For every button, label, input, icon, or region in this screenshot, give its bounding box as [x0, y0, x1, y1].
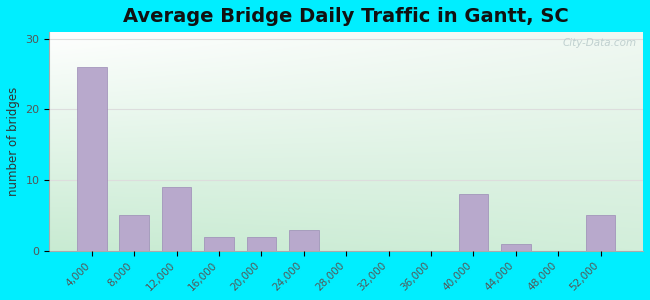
Bar [246, 237, 276, 251]
Bar [586, 215, 616, 251]
Bar [120, 215, 149, 251]
Y-axis label: number of bridges: number of bridges [7, 87, 20, 196]
Bar [204, 237, 234, 251]
Bar [289, 230, 318, 251]
Title: Average Bridge Daily Traffic in Gantt, SC: Average Bridge Daily Traffic in Gantt, S… [124, 7, 569, 26]
Text: City-Data.com: City-Data.com [563, 38, 637, 48]
Bar [459, 194, 488, 251]
Bar [162, 187, 191, 251]
Bar [77, 67, 107, 251]
Bar [501, 244, 530, 251]
